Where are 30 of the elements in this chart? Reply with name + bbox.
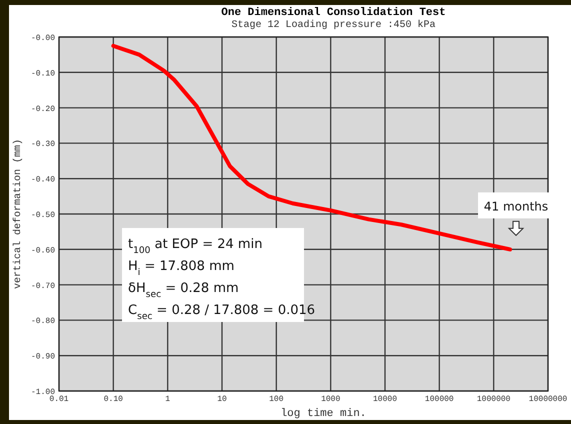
y-tick-label: -0.60	[30, 246, 56, 256]
x-tick-label: 100	[269, 395, 284, 404]
annotation: C$_{sec}$ = 0.28 / 17.808 = 0.016	[128, 303, 316, 322]
x-tick-label: 100000	[424, 395, 454, 404]
chart-title: One Dimensional Consolidation Test	[221, 7, 446, 19]
y-tick-label: -0.80	[30, 317, 56, 326]
x-tick-label: 10000	[372, 395, 398, 404]
annotation: δH$_{sec}$ = 0.28 mm	[128, 281, 239, 300]
x-tick-label: 10000000	[528, 395, 568, 404]
x-tick-label: 0.10	[104, 395, 124, 404]
y-axis-title: vertical deformation (mm)	[12, 138, 24, 290]
y-tick-label: -0.90	[30, 352, 56, 362]
annotation: H$_{i}$ = 17.808 mm	[128, 259, 234, 278]
y-tick-label: -0.20	[30, 104, 56, 114]
x-tick-label: 10	[217, 395, 227, 404]
y-tick-label: -1.00	[30, 388, 56, 397]
y-tick-label: -0.50	[30, 211, 56, 220]
x-tick-label: 0.01	[49, 395, 69, 404]
chart-subtitle: Stage 12 Loading pressure :450 kPa	[231, 19, 436, 31]
y-tick-label: -0.70	[30, 282, 56, 291]
x-tick-label: 1000000	[476, 395, 511, 404]
annotation: 41 months	[484, 199, 548, 214]
x-tick-label: 1000	[321, 395, 340, 404]
y-tick-label: -0.30	[30, 140, 56, 150]
y-tick-label: -0.40	[30, 176, 56, 185]
x-tick-label: 1	[165, 395, 170, 404]
annotation: t$_{100}$ at EOP = 24 min	[128, 237, 262, 256]
y-tick-label: -0.10	[30, 69, 56, 78]
y-tick-label: -0.00	[30, 34, 56, 43]
x-axis-title: log time min.	[280, 408, 366, 420]
